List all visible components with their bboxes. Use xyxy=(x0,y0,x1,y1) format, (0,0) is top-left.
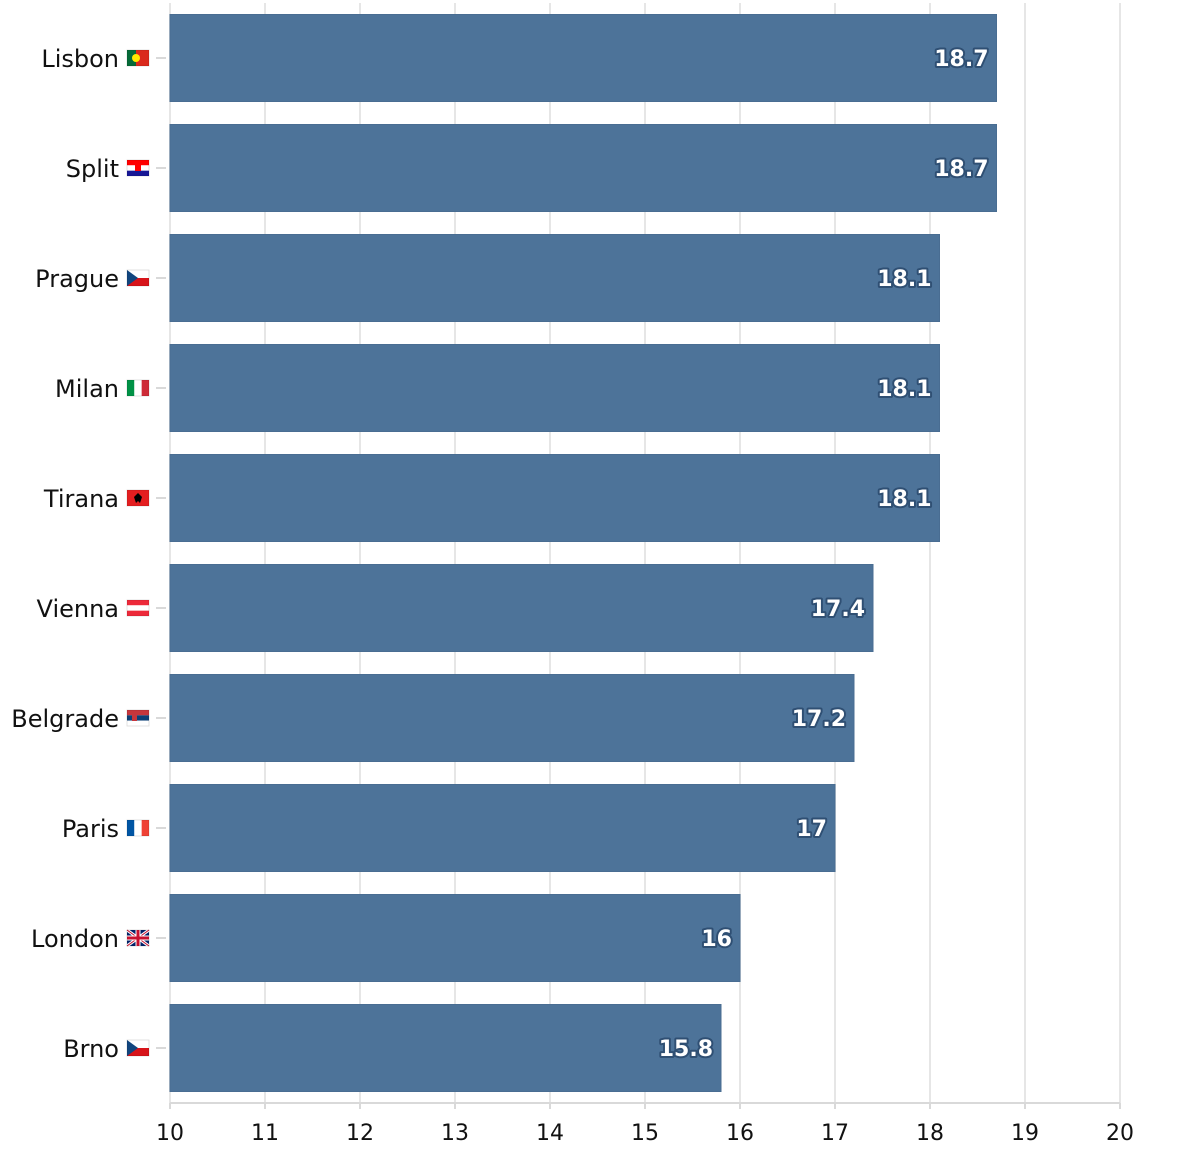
value-label-paris: 17 xyxy=(796,817,827,842)
bar-vienna xyxy=(169,564,874,652)
value-label-milan: 18.1 xyxy=(877,377,931,402)
value-label-london: 16 xyxy=(701,927,732,952)
flag-icon-belgrade xyxy=(126,709,150,727)
x-tick-label-10: 10 xyxy=(156,1121,184,1146)
x-axis: 10 11 12 13 14 15 16 17 18 19 20 xyxy=(156,1102,1134,1146)
bar-split xyxy=(169,124,997,212)
value-label-prague: 18.1 xyxy=(877,267,931,292)
value-label-brno: 15.8 xyxy=(659,1037,713,1062)
flag-icon-lisbon xyxy=(126,49,150,67)
category-label-lisbon: Lisbon xyxy=(41,45,119,73)
flag-icon-london xyxy=(126,928,150,948)
x-tick-label-19: 19 xyxy=(1011,1121,1039,1146)
flag-icon-paris xyxy=(126,819,150,837)
value-label-tirana: 18.1 xyxy=(877,487,931,512)
bar-lisbon xyxy=(169,14,997,102)
bar-brno xyxy=(169,1004,722,1092)
category-label-paris: Paris xyxy=(62,815,119,843)
x-tick-label-17: 17 xyxy=(821,1121,849,1146)
flag-icon-brno xyxy=(126,1039,150,1057)
bar-london xyxy=(169,894,741,982)
category-label-belgrade: Belgrade xyxy=(11,705,119,733)
x-tick-label-13: 13 xyxy=(441,1121,469,1146)
bar-tirana xyxy=(169,454,940,542)
bars xyxy=(169,14,997,1092)
x-tick-label-20: 20 xyxy=(1106,1121,1134,1146)
x-tick-label-16: 16 xyxy=(726,1121,754,1146)
bar-milan xyxy=(169,344,940,432)
value-label-belgrade: 17.2 xyxy=(792,707,846,732)
x-tick-label-14: 14 xyxy=(536,1121,564,1146)
category-label-milan: Milan xyxy=(55,375,119,403)
value-label-split: 18.7 xyxy=(934,157,988,182)
value-label-lisbon: 18.7 xyxy=(934,47,988,72)
category-axis: Lisbon Split Prague Milan Tirana Vienna Belgra… xyxy=(11,45,166,1063)
flag-icon-milan xyxy=(126,379,150,397)
bar-paris xyxy=(169,784,836,872)
bar-prague xyxy=(169,234,940,322)
x-tick-label-15: 15 xyxy=(631,1121,659,1146)
flag-icon-prague xyxy=(126,269,150,287)
flag-icon-tirana xyxy=(126,489,150,507)
category-label-prague: Prague xyxy=(35,265,119,293)
value-labels: 18.7 18.7 18.1 18.1 18.1 17.4 17.2 17 16 15.8 xyxy=(657,45,991,1064)
value-label-vienna: 17.4 xyxy=(811,597,865,622)
x-tick-label-18: 18 xyxy=(916,1121,944,1146)
category-label-vienna: Vienna xyxy=(37,595,119,623)
flag-icon-split xyxy=(126,159,150,177)
category-label-london: London xyxy=(31,925,119,953)
x-tick-label-11: 11 xyxy=(251,1121,279,1146)
x-tick-label-12: 12 xyxy=(346,1121,374,1146)
category-label-tirana: Tirana xyxy=(43,485,119,513)
flag-icon-vienna xyxy=(126,599,150,617)
category-label-brno: Brno xyxy=(63,1035,119,1063)
category-label-split: Split xyxy=(66,155,119,183)
bar-belgrade xyxy=(169,674,855,762)
